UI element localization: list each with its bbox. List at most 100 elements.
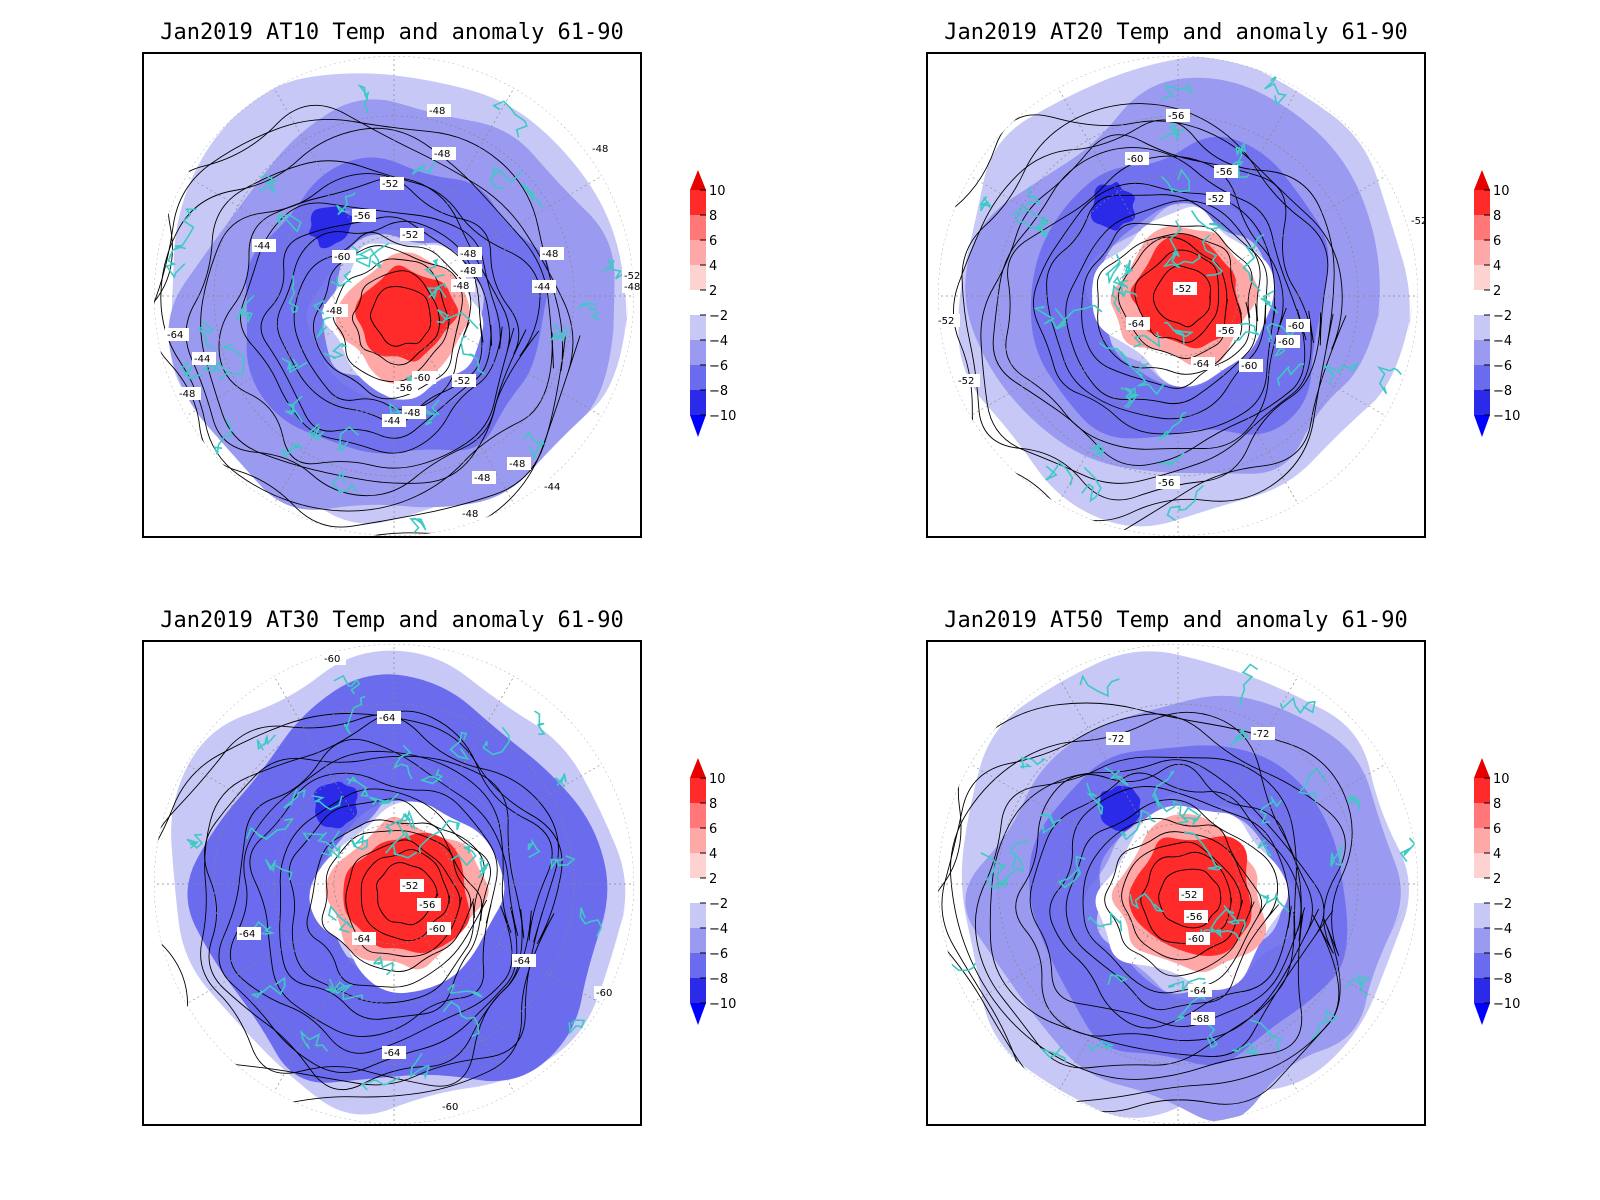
coastline bbox=[256, 734, 276, 751]
temperature-contour bbox=[1049, 786, 1292, 1029]
svg-text:-72: -72 bbox=[1253, 729, 1269, 740]
coastline bbox=[385, 833, 418, 859]
coastline bbox=[1086, 1039, 1115, 1053]
contour-label: -48 bbox=[472, 471, 496, 484]
colorbar-label: 4 bbox=[709, 259, 717, 274]
colorbar-swatch bbox=[1474, 365, 1490, 390]
colorbar: 10 8 6 4 2 −2 −4 −6 −8 −10 bbox=[690, 758, 736, 1025]
coastline bbox=[442, 1000, 480, 1038]
colorbar-swatch bbox=[690, 215, 706, 240]
contour-label: -48 bbox=[590, 142, 614, 155]
coastline bbox=[280, 442, 303, 459]
coastline bbox=[288, 275, 299, 314]
coastline bbox=[1233, 322, 1260, 342]
temperature-contour bbox=[1118, 236, 1228, 359]
colorbar-label: −4 bbox=[709, 922, 728, 937]
colorbar: 10 8 6 4 2 −2 −4 −6 −8 −10 bbox=[1474, 170, 1520, 437]
meridian-line bbox=[1207, 87, 1299, 245]
coastline bbox=[360, 1076, 401, 1091]
colorbar-label: 10 bbox=[1493, 184, 1510, 199]
coastline bbox=[1120, 387, 1133, 408]
meridian-line bbox=[185, 175, 343, 267]
contour-label: -72 bbox=[1251, 727, 1275, 740]
panel-title: Jan2019 AT20 Temp and anomaly 61-90 bbox=[944, 20, 1408, 45]
coastline bbox=[994, 862, 1009, 889]
svg-text:-60: -60 bbox=[596, 988, 612, 999]
coastline bbox=[411, 160, 436, 175]
coastline bbox=[1235, 141, 1247, 165]
coastline bbox=[1399, 837, 1416, 863]
colorbar-swatch bbox=[1474, 290, 1490, 315]
colorbar-label: −2 bbox=[709, 309, 728, 324]
coastline bbox=[521, 183, 544, 208]
contour-label: -52 bbox=[380, 177, 404, 190]
temperature-contour bbox=[154, 714, 559, 1086]
temperature-contour bbox=[279, 788, 491, 1020]
colorbar-label: −2 bbox=[709, 897, 728, 912]
colorbar-label: 2 bbox=[1493, 284, 1501, 299]
coastline bbox=[1242, 233, 1265, 292]
colorbar-label: −10 bbox=[709, 409, 736, 424]
colorbar-swatch bbox=[690, 390, 706, 415]
coastline bbox=[1045, 461, 1074, 486]
colorbar-top-arrow bbox=[1474, 170, 1490, 190]
contour-label: -64 bbox=[237, 927, 261, 940]
contour-label: -48 bbox=[177, 387, 201, 400]
coastline bbox=[277, 213, 302, 233]
colorbar-label: 2 bbox=[709, 284, 717, 299]
contour-label: -52 bbox=[400, 879, 424, 892]
coastline bbox=[460, 335, 486, 375]
contour-label: -48 bbox=[458, 264, 482, 277]
coastline bbox=[568, 1019, 586, 1035]
coastline bbox=[180, 361, 204, 381]
coastline bbox=[1250, 1019, 1283, 1051]
coastline bbox=[1201, 234, 1223, 277]
map-disc bbox=[938, 644, 1418, 1124]
coastline bbox=[186, 833, 204, 849]
svg-text:-48: -48 bbox=[542, 249, 558, 260]
svg-text:-60: -60 bbox=[1188, 934, 1204, 945]
colorbar-bottom-arrow bbox=[1474, 1003, 1490, 1025]
coastline bbox=[174, 208, 197, 250]
svg-text:-44: -44 bbox=[254, 241, 270, 252]
colorbar-swatch bbox=[1474, 953, 1490, 978]
svg-text:-52: -52 bbox=[1175, 284, 1191, 295]
colorbar-label: −4 bbox=[709, 334, 728, 349]
colorbar-swatch bbox=[1474, 778, 1490, 803]
svg-text:-64: -64 bbox=[167, 330, 183, 341]
svg-text:-56: -56 bbox=[1168, 111, 1184, 122]
panel-title: Jan2019 AT10 Temp and anomaly 61-90 bbox=[160, 20, 624, 45]
colorbar-swatch bbox=[690, 878, 706, 903]
contour-label: -52 bbox=[1206, 192, 1230, 205]
contour-label: -72 bbox=[1106, 732, 1130, 745]
temperature-contour bbox=[154, 104, 581, 536]
svg-text:-48: -48 bbox=[404, 408, 420, 419]
colorbar-label: 8 bbox=[709, 209, 717, 224]
contour-label: -64 bbox=[1188, 984, 1212, 997]
svg-text:-60: -60 bbox=[429, 924, 445, 935]
coastline bbox=[1298, 767, 1326, 803]
temperature-contour bbox=[160, 127, 554, 512]
coastline bbox=[1159, 122, 1185, 143]
polar-map: -60 -64 -52-56 -60 -64 -64 -64 -60 -64 -60 bbox=[154, 644, 634, 1124]
contour-label: -68 bbox=[1191, 1012, 1215, 1025]
meridian-line bbox=[185, 913, 343, 1005]
colorbar-label: 4 bbox=[1493, 259, 1501, 274]
temperature-contour bbox=[1096, 233, 1243, 375]
meridian-line bbox=[273, 347, 365, 505]
temperature-contour bbox=[154, 713, 563, 1108]
svg-text:-48: -48 bbox=[179, 389, 195, 400]
colorbar-label: 8 bbox=[1493, 209, 1501, 224]
coastline bbox=[436, 308, 479, 330]
coastline bbox=[321, 830, 341, 859]
polar-map: -72 -72 -52 -56 -60 -64 -68 bbox=[938, 644, 1418, 1124]
coastline bbox=[1208, 908, 1235, 939]
coastline bbox=[1151, 770, 1175, 810]
contour-label: -44 bbox=[192, 352, 216, 365]
svg-text:-52: -52 bbox=[958, 376, 974, 387]
colorbar-swatch bbox=[1474, 340, 1490, 365]
coastline bbox=[1180, 806, 1202, 825]
coastline bbox=[1015, 207, 1044, 235]
temperature-contour bbox=[938, 114, 1347, 536]
coastline bbox=[1330, 845, 1343, 867]
